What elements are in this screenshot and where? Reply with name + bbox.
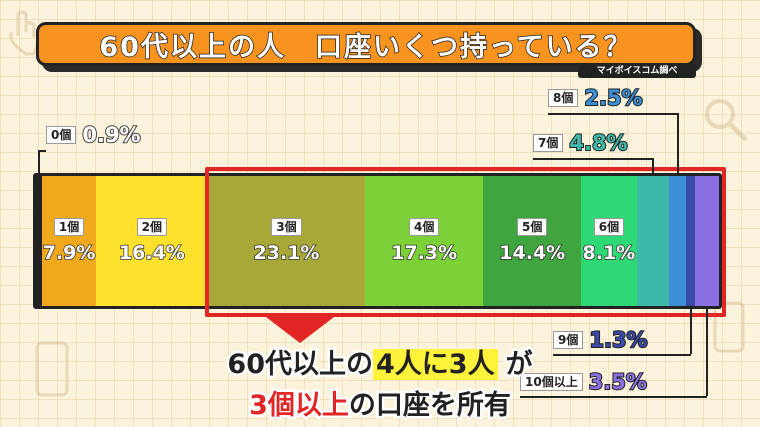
callout-leader-line xyxy=(553,354,691,356)
bar-segment: 3個 23.1% xyxy=(207,176,366,306)
callout-category-label: 10個以上 xyxy=(520,373,583,391)
callout-category-label: 8個 xyxy=(548,89,579,107)
segment-category-label: 3個 xyxy=(271,218,302,236)
caption-highlight: 4人に3人 xyxy=(373,349,498,380)
segment-category-label: 2個 xyxy=(136,218,168,236)
segment-category-label: 4個 xyxy=(409,218,440,236)
highlight-frame xyxy=(205,167,726,317)
bar-segment xyxy=(669,176,687,306)
source-label: マイボイスコム調べ xyxy=(578,64,696,78)
smartphone-icon xyxy=(35,341,69,397)
caption-line-2: 3個以上の口座を所有 xyxy=(0,383,760,424)
segment-value-label: 8.1% xyxy=(582,241,636,265)
callout-value-label: 0.9% xyxy=(81,122,141,148)
magnifier-icon xyxy=(705,99,748,142)
callout-leader-line xyxy=(689,306,692,354)
segment-category-label: 1個 xyxy=(53,218,85,236)
bar-segment xyxy=(636,176,670,306)
segment-callout: 10個以上 3.5% xyxy=(520,369,648,395)
segment-callout: 0個 0.9% xyxy=(46,122,142,148)
callout-leader-line xyxy=(38,150,41,176)
segment-value-label: 17.3% xyxy=(390,241,458,265)
callout-category-label: 7個 xyxy=(533,134,564,152)
callout-category-label: 9個 xyxy=(553,331,584,349)
bar-segment: 1個 7.9% xyxy=(42,176,96,306)
caption-line-1: 60代以上の 4人に3人が xyxy=(0,342,760,383)
bar-segment xyxy=(686,176,696,306)
smartphone-icon xyxy=(713,301,745,353)
callout-value-label: 4.8% xyxy=(568,130,628,156)
segment-value-label: 14.4% xyxy=(499,241,566,265)
caption-pre: 60代以上の xyxy=(225,347,376,383)
hand-pointer-icon xyxy=(9,10,40,56)
segment-value-label: 7.9% xyxy=(42,241,96,265)
title-banner: 60代以上の人 口座いくつ持っている？ xyxy=(36,22,696,66)
callout-leader-line xyxy=(520,396,708,398)
bar-segment: 6個 8.1% xyxy=(581,176,637,306)
bar-segment xyxy=(695,176,719,306)
segment-callout: 7個 4.8% xyxy=(533,130,629,156)
segment-category-label: 6個 xyxy=(593,218,625,236)
callout-value-label: 2.5% xyxy=(583,85,643,111)
bar-segment: 4個 17.3% xyxy=(365,176,484,306)
callout-leader-line xyxy=(676,113,679,176)
chart-title: 60代以上の人 口座いくつ持っている？ xyxy=(99,31,633,64)
caption-rest: の口座を所有 xyxy=(346,388,513,424)
down-arrow-icon xyxy=(266,317,334,343)
segment-category-label: 5個 xyxy=(517,218,548,236)
bar-segment xyxy=(36,176,43,306)
callout-leader-line xyxy=(651,158,654,176)
callout-leader-line xyxy=(706,306,709,396)
callout-category-label: 0個 xyxy=(46,126,77,144)
segment-callout: 8個 2.5% xyxy=(548,85,644,111)
callout-value-label: 1.3% xyxy=(588,327,648,353)
caption-post: が xyxy=(503,347,535,383)
segment-callout: 9個 1.3% xyxy=(553,327,649,353)
bar-segment: 2個 16.4% xyxy=(95,176,208,306)
bar-segment: 5個 14.4% xyxy=(483,176,582,306)
callout-leader-line xyxy=(39,150,46,152)
segment-value-label: 23.1% xyxy=(253,241,320,265)
callout-value-label: 3.5% xyxy=(588,369,648,395)
segment-value-label: 16.4% xyxy=(118,241,185,265)
callout-leader-line xyxy=(533,158,653,160)
callout-leader-line xyxy=(548,113,678,115)
caption-red: 3個以上 xyxy=(247,388,352,424)
